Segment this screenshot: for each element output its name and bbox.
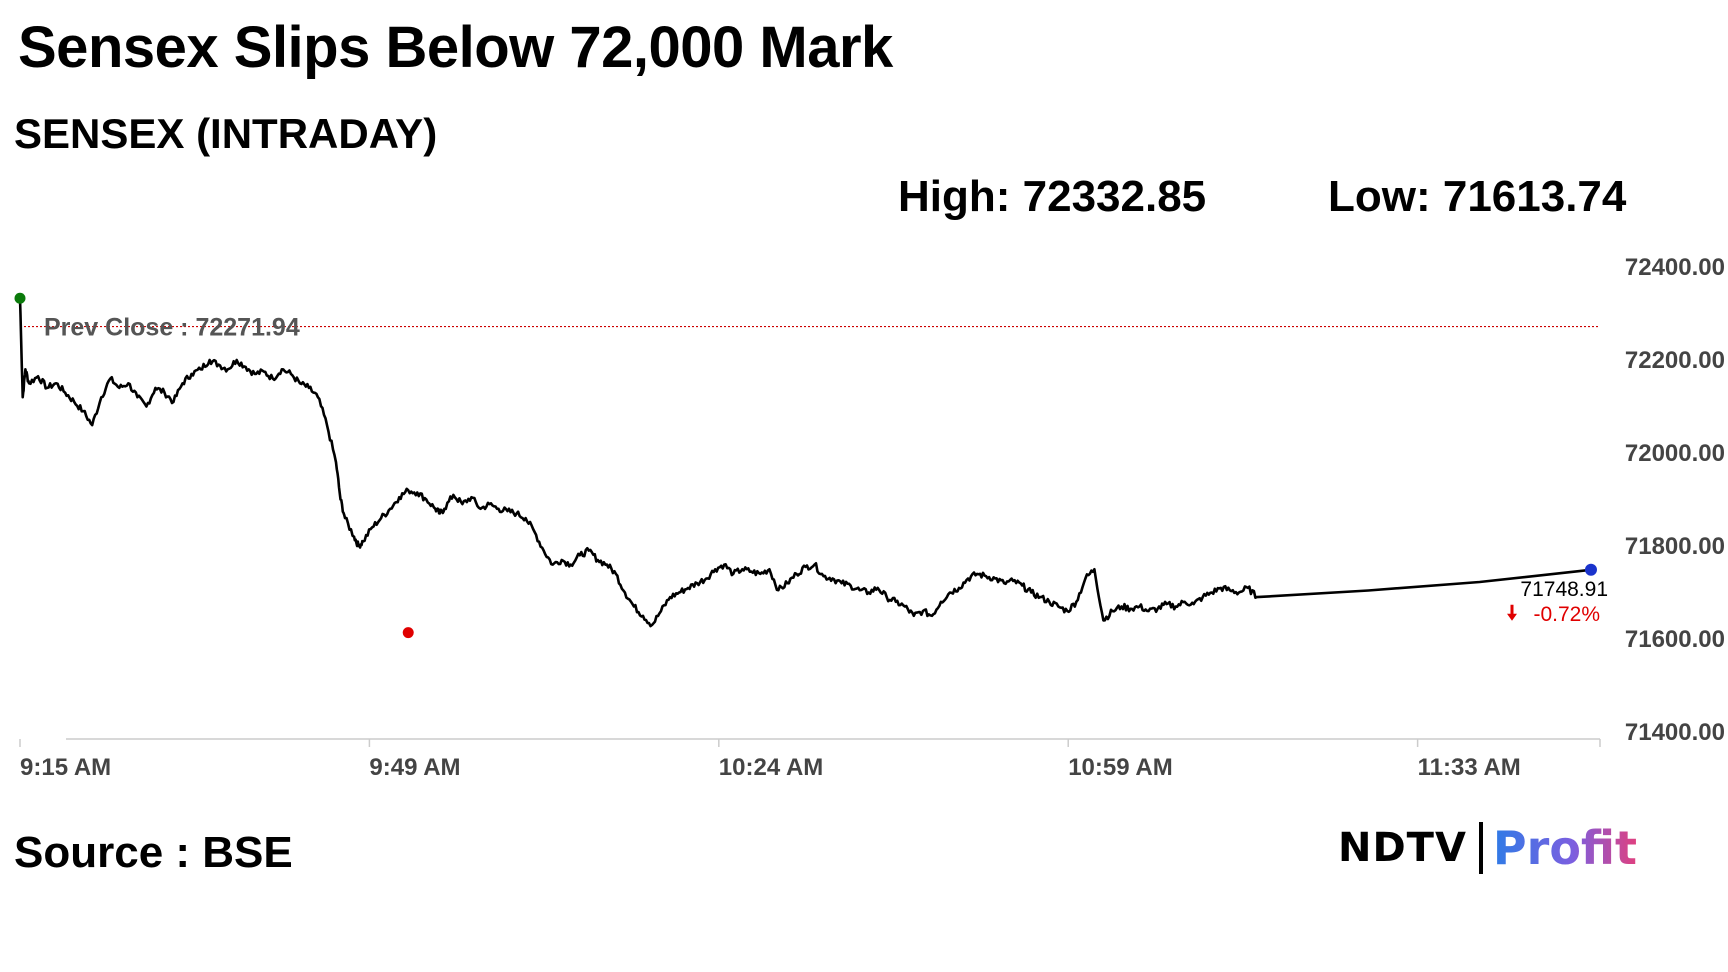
logo-profit-text: Profit: [1492, 821, 1638, 875]
y-tick-label: 72400.00: [1625, 254, 1725, 281]
open-marker: [14, 292, 26, 304]
x-tick-label: 9:49 AM: [369, 754, 460, 781]
last-value-label: 71748.91: [1520, 578, 1608, 601]
low-marker: [402, 627, 414, 639]
y-axis-ticks: 71400.00 71600.00 71800.00 72000.00 72200.00…: [1625, 254, 1725, 746]
source-label: Source : BSE: [14, 828, 293, 877]
x-tick-label: 11:33 AM: [1418, 754, 1521, 781]
headline: Sensex Slips Below 72,000 Mark: [18, 15, 893, 80]
arrow-down-icon: [1507, 604, 1517, 621]
y-tick-label: 72000.00: [1625, 440, 1725, 467]
logo-divider: [1478, 822, 1483, 874]
y-tick-label: 71800.00: [1625, 533, 1725, 560]
low-stat: Low: 71613.74: [1328, 172, 1627, 221]
prev-close-label: Prev Close : 72271.94: [44, 314, 300, 342]
x-tick-label: 10:59 AM: [1068, 754, 1172, 781]
last-marker: [1584, 563, 1597, 576]
change-percent-label: -0.72%: [1533, 603, 1600, 626]
y-tick-label: 71400.00: [1625, 719, 1725, 746]
x-axis-ticks: 9:15 AM 9:49 AM 10:24 AM 10:59 AM 11:33 AM: [19, 739, 1601, 781]
sensex-series-line: [18, 298, 1592, 628]
y-tick-label: 71600.00: [1625, 626, 1725, 653]
ndtv-profit-logo: NDTV Profit: [1338, 818, 1637, 878]
chart-subtitle: SENSEX (INTRADAY): [14, 110, 438, 157]
logo-ndtv-text: NDTV: [1338, 825, 1467, 871]
high-stat: High: 72332.85: [898, 172, 1207, 221]
y-tick-label: 72200.00: [1625, 347, 1725, 374]
change-indicator: -0.72%: [1507, 603, 1600, 626]
x-tick-label: 10:24 AM: [719, 754, 823, 781]
x-tick-label: 9:15 AM: [20, 754, 111, 781]
